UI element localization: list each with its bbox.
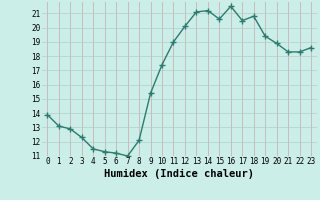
X-axis label: Humidex (Indice chaleur): Humidex (Indice chaleur) — [104, 169, 254, 179]
